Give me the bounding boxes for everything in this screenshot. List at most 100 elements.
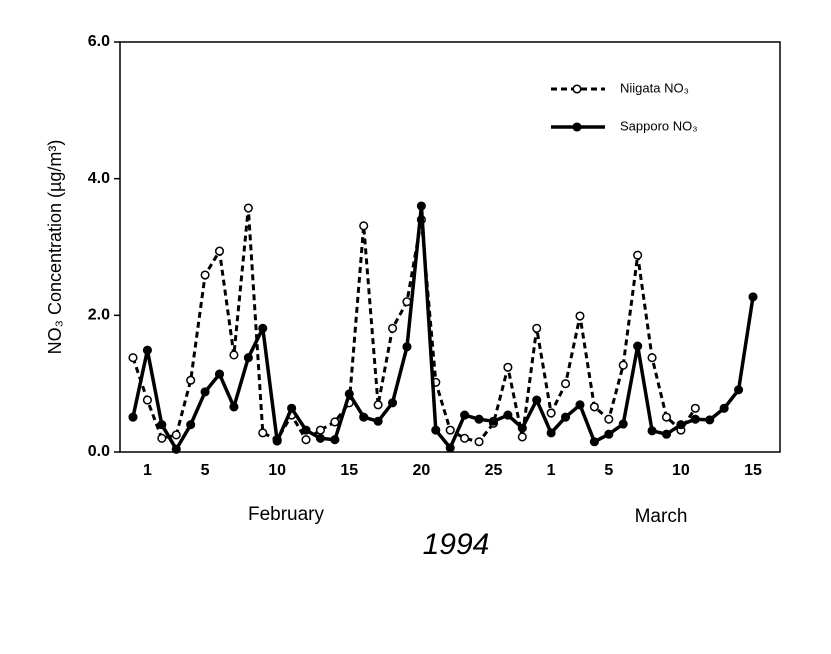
data-point bbox=[460, 433, 470, 443]
data-point bbox=[445, 425, 455, 435]
data-point bbox=[373, 416, 383, 426]
legend-label: Sapporo NO₃ bbox=[620, 118, 698, 133]
data-point bbox=[604, 429, 614, 439]
data-point bbox=[243, 353, 253, 363]
data-point bbox=[661, 412, 672, 422]
data-point bbox=[402, 342, 412, 352]
data-point bbox=[589, 437, 599, 447]
x-axis-label: 1994 bbox=[423, 528, 490, 561]
data-point bbox=[460, 410, 470, 420]
data-point bbox=[128, 353, 138, 363]
data-point bbox=[474, 414, 484, 424]
x-tick-label: 1 bbox=[143, 462, 152, 479]
data-point bbox=[575, 400, 585, 410]
data-point bbox=[171, 444, 181, 454]
data-point bbox=[561, 412, 571, 422]
x-tick-label: 1 bbox=[547, 462, 556, 479]
data-point bbox=[229, 350, 239, 360]
y-tick-label: 6.0 bbox=[88, 33, 110, 50]
data-point bbox=[589, 402, 599, 412]
data-point bbox=[561, 379, 571, 389]
data-point bbox=[315, 433, 325, 443]
data-point bbox=[705, 415, 715, 425]
data-point bbox=[633, 250, 643, 260]
data-point bbox=[272, 436, 282, 446]
data-point bbox=[431, 425, 441, 435]
x-tick-label: 15 bbox=[340, 462, 358, 479]
data-point bbox=[214, 369, 225, 379]
data-point bbox=[532, 395, 542, 405]
data-point bbox=[387, 323, 398, 333]
data-point bbox=[359, 412, 369, 422]
data-point bbox=[315, 425, 325, 435]
data-point bbox=[719, 403, 729, 413]
data-point bbox=[748, 292, 758, 302]
data-point bbox=[604, 414, 614, 424]
data-point bbox=[359, 221, 369, 231]
month-label: February bbox=[248, 504, 325, 525]
data-point bbox=[647, 353, 657, 363]
x-tick-label: 5 bbox=[604, 462, 613, 479]
data-point bbox=[186, 375, 196, 385]
data-point bbox=[575, 311, 585, 321]
x-tick-label: 20 bbox=[412, 462, 430, 479]
x-tick-label: 10 bbox=[672, 462, 690, 479]
data-point bbox=[330, 417, 340, 427]
data-point bbox=[661, 429, 672, 439]
data-point bbox=[142, 345, 152, 355]
x-tick-label: 25 bbox=[485, 462, 503, 479]
data-point bbox=[258, 323, 268, 333]
month-label: March bbox=[635, 506, 688, 527]
data-point bbox=[503, 410, 513, 420]
data-point bbox=[647, 426, 657, 436]
data-point bbox=[517, 432, 527, 442]
data-point bbox=[416, 201, 426, 211]
data-point bbox=[186, 420, 196, 430]
x-tick-label: 5 bbox=[201, 462, 210, 479]
y-tick-label: 2.0 bbox=[88, 307, 110, 324]
data-point bbox=[474, 437, 484, 447]
data-point bbox=[734, 385, 744, 395]
data-point bbox=[301, 435, 311, 445]
data-point bbox=[214, 246, 225, 256]
data-point bbox=[618, 360, 628, 370]
data-point bbox=[618, 419, 628, 429]
data-point bbox=[243, 203, 253, 213]
data-point bbox=[301, 425, 311, 435]
legend-marker bbox=[572, 84, 582, 94]
data-point bbox=[690, 414, 700, 424]
data-point bbox=[546, 408, 556, 418]
data-point bbox=[690, 403, 700, 413]
series-line bbox=[131, 206, 697, 444]
legend-marker bbox=[572, 122, 582, 132]
data-point bbox=[373, 400, 383, 410]
data-point bbox=[633, 341, 643, 351]
data-point bbox=[200, 387, 210, 397]
x-tick-label: 15 bbox=[744, 462, 762, 479]
data-point bbox=[517, 423, 527, 433]
series-line bbox=[131, 204, 755, 452]
data-point bbox=[676, 420, 686, 430]
data-point bbox=[157, 433, 167, 443]
data-point bbox=[344, 389, 354, 399]
data-point bbox=[287, 403, 297, 413]
x-tick-label: 10 bbox=[268, 462, 286, 479]
legend-label: Niigata NO₃ bbox=[620, 80, 689, 95]
data-point bbox=[258, 428, 268, 438]
data-point bbox=[142, 395, 152, 405]
data-point bbox=[503, 362, 513, 372]
data-point bbox=[387, 398, 398, 408]
data-point bbox=[546, 428, 556, 438]
data-point bbox=[532, 323, 542, 333]
data-point bbox=[200, 270, 210, 280]
y-axis-label: NO₃ Concentration (µg/m³) bbox=[45, 140, 65, 355]
data-point bbox=[171, 430, 181, 440]
data-point bbox=[157, 420, 167, 430]
y-tick-label: 0.0 bbox=[88, 443, 110, 460]
data-point bbox=[229, 402, 239, 412]
y-tick-label: 4.0 bbox=[88, 170, 110, 187]
data-point bbox=[445, 443, 455, 453]
data-point bbox=[128, 412, 138, 422]
data-point bbox=[330, 435, 340, 445]
